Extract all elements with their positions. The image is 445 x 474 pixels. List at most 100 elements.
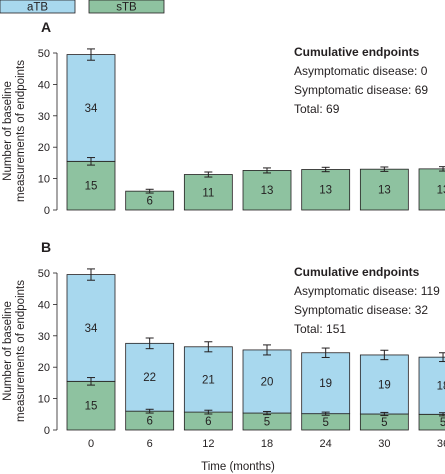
panel-b-y-axis: 0 10 20 30 40 50: [38, 268, 58, 437]
y-tick-label: 20: [38, 362, 50, 374]
bar-label-stb: 6: [205, 416, 211, 428]
error-bar-stb: [439, 412, 445, 417]
bar-label-stb: 6: [146, 416, 152, 428]
bar-label-atb: 20: [261, 376, 274, 388]
error-bar-stb: [321, 166, 330, 173]
y-tick-label: 30: [38, 331, 50, 343]
bar-label-stb: 15: [85, 401, 98, 413]
panel-b-annotation-title: Cumulative endpoints: [294, 265, 420, 279]
panel-a-annotation-line-3: Total: 69: [294, 102, 340, 116]
bar-label-atb: 34: [85, 103, 98, 115]
error-bar-stb: [204, 409, 213, 415]
legend: aTB sTB: [0, 0, 165, 14]
legend-label-atb: aTB: [27, 2, 48, 14]
panel-a-letter: A: [41, 19, 51, 35]
x-tick-label: 24: [320, 438, 332, 450]
panel-b-letter: B: [41, 239, 51, 255]
bar-label-stb: 13: [261, 185, 274, 197]
x-tick-label: 12: [202, 438, 214, 450]
bar-segment-stb: [301, 169, 351, 211]
panel-b-x-axis: 0 6 12 18 24 30 36: [88, 438, 445, 450]
bar-segment-stb: [242, 170, 292, 211]
x-tick-label: 6: [147, 438, 153, 450]
bar-label-atb: 22: [143, 372, 156, 384]
y-tick-label: 40: [38, 79, 50, 91]
bar-label-atb: 34: [85, 323, 98, 335]
y-tick-label: 50: [38, 48, 50, 60]
panel-b-annotation: Cumulative endpoints Asymptomatic diseas…: [294, 265, 440, 336]
y-axis-label-line-1: Number of baseline: [2, 301, 14, 401]
y-tick-label: 10: [38, 394, 50, 406]
bar-label-stb: 13: [319, 185, 332, 197]
bar-segment-atb: [66, 274, 116, 382]
bar-label-stb: 5: [381, 417, 387, 429]
y-tick-label: 10: [38, 174, 50, 186]
bar-segment-atb: [125, 342, 175, 412]
panel-a: A Number of baseline measurements of end…: [2, 19, 445, 217]
y-tick-label: 30: [38, 111, 50, 123]
panel-a-annotation: Cumulative endpoints Asymptomatic diseas…: [294, 45, 428, 116]
error-bar-total: [145, 337, 154, 350]
x-tick-label: 0: [88, 438, 94, 450]
bar-label-atb: 19: [378, 379, 391, 391]
y-axis-label-line-2: measurements of endpoints: [15, 280, 27, 422]
panel-b-annotation-line-2: Symptomatic disease: 32: [294, 303, 428, 317]
bar-label-stb: 13: [437, 184, 445, 196]
error-bar-stb: [145, 188, 154, 194]
error-bar-total: [380, 349, 389, 361]
error-bar-stb: [321, 411, 330, 416]
bar-label-stb: 6: [146, 196, 152, 208]
y-tick-label: 40: [38, 299, 50, 311]
x-axis-label: Time (months): [201, 461, 275, 473]
bar-segment-stb: [66, 160, 116, 211]
bar-label-stb: 5: [322, 417, 328, 429]
y-axis-label-line-1: Number of baseline: [2, 81, 14, 181]
panel-b-annotation-line-1: Asymptomatic disease: 119: [294, 284, 440, 298]
error-bar-total: [87, 48, 95, 61]
x-tick-label: 18: [261, 438, 273, 450]
bar-segment-atb: [183, 346, 233, 413]
legend-swatch-atb: [0, 0, 76, 14]
bar-label-atb: 21: [202, 374, 215, 386]
bar-label-stb: 5: [264, 417, 270, 429]
y-tick-label: 20: [38, 142, 50, 154]
y-tick-label: 0: [44, 425, 50, 437]
panel-b: B Number of baseline measurements of end…: [2, 239, 445, 450]
panel-b-annotation-line-3: Total: 151: [294, 322, 346, 336]
panel-b-bars: 15 34 6 22 6 21 5 20 5 19 5 19 5 18: [66, 268, 445, 431]
legend-swatch-stb: [88, 0, 165, 14]
panel-a-annotation-line-2: Symptomatic disease: 69: [294, 83, 428, 97]
bar-segment-stb: [66, 380, 116, 431]
error-bar-total: [321, 347, 330, 358]
y-axis-label-line-2: measurements of endpoints: [15, 60, 27, 202]
bar-segment-stb: [183, 174, 233, 211]
error-bar-stb: [204, 171, 213, 178]
bar-label-atb: 19: [319, 378, 332, 390]
error-bar-stb: [263, 410, 272, 416]
bar-label-stb: 15: [85, 181, 98, 193]
panel-a-annotation-title: Cumulative endpoints: [294, 45, 420, 59]
y-tick-label: 50: [38, 268, 50, 280]
bar-segment-stb: [359, 168, 409, 211]
error-bar-total: [439, 352, 445, 363]
x-tick-label: 36: [437, 438, 445, 450]
bar-label-atb: 18: [437, 381, 445, 393]
error-bar-total: [87, 268, 95, 281]
error-bar-stb: [439, 166, 445, 172]
error-bar-total: [263, 344, 272, 356]
bar-label-stb: 13: [378, 185, 391, 197]
bar-label-stb: 11: [202, 187, 214, 199]
panel-b-y-axis-label: Number of baseline measurements of endpo…: [2, 280, 27, 422]
error-bar-stb: [87, 377, 95, 386]
y-tick-label: 0: [44, 205, 50, 217]
error-bar-stb: [380, 411, 389, 417]
error-bar-stb: [145, 408, 154, 414]
error-bar-total: [204, 341, 213, 353]
x-tick-label: 30: [378, 438, 390, 450]
bar-label-stb: 5: [440, 417, 445, 429]
panel-a-y-axis-label: Number of baseline measurements of endpo…: [2, 60, 27, 202]
error-bar-stb: [263, 167, 272, 174]
panel-a-y-axis: 0 10 20 30 40 50: [38, 48, 58, 217]
legend-label-stb: sTB: [116, 2, 137, 14]
